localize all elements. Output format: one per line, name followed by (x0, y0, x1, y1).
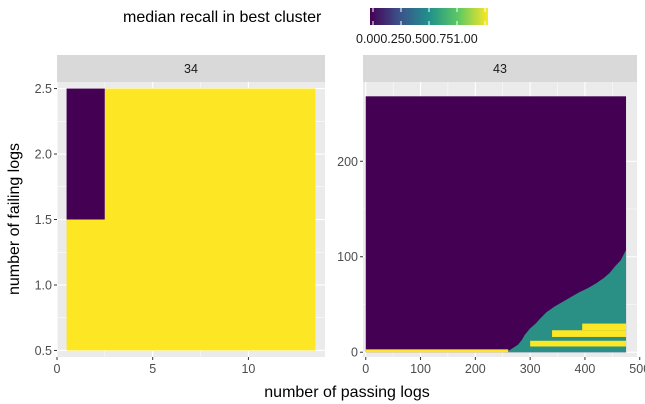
heatmap-band-high (582, 323, 627, 331)
legend-colorbar (370, 8, 488, 25)
y-tick-label: 1.5 (35, 213, 52, 227)
x-tick-label: 300 (520, 362, 541, 376)
x-tick-label: 400 (575, 362, 596, 376)
x-axis-title: number of passing logs (264, 384, 429, 401)
y-tick-label: 100 (337, 250, 358, 264)
strip-34 (57, 55, 325, 82)
y-tick-label: 0.5 (35, 344, 52, 358)
legend-ticks (372, 8, 486, 25)
y-axis-title: number of failing logs (6, 143, 23, 295)
y-tick-label: 1.0 (35, 278, 52, 292)
x-tick-label: 10 (241, 362, 255, 376)
panel-34: 34 0.5 1.0 1.5 2.0 2.5 0 5 10 (35, 55, 325, 376)
heatmap-cell (104, 88, 316, 220)
strip-label-34: 34 (184, 62, 198, 76)
panel-43: 43 0 100 200 0 100 200 300 400 500 (337, 55, 645, 376)
strip-label-43: 43 (493, 62, 507, 76)
y-tick-label: 0 (351, 346, 358, 360)
x-tick-label: 100 (410, 362, 431, 376)
heatmap-band-high (530, 340, 627, 347)
legend: median recall in best cluster 0.000.250.… (123, 8, 488, 46)
x-tick-label: 0 (362, 362, 369, 376)
x-tick-label: 500 (629, 362, 645, 376)
x-tick-label: 0 (54, 362, 61, 376)
x-tick-label: 200 (465, 362, 486, 376)
y-tick-label: 2.0 (35, 148, 52, 162)
y-tick-label: 2.5 (35, 82, 52, 96)
x-tick-label: 5 (149, 362, 156, 376)
heatmap-cell (66, 219, 316, 351)
strip-43 (363, 55, 637, 82)
heatmap-cell (66, 88, 105, 220)
legend-tick-labels: 0.000.250.500.751.00 (356, 32, 478, 46)
heatmap-band-high (365, 349, 509, 353)
heatmap-band-high (552, 330, 627, 337)
legend-title: median recall in best cluster (123, 9, 322, 26)
y-tick-label: 200 (337, 155, 358, 169)
